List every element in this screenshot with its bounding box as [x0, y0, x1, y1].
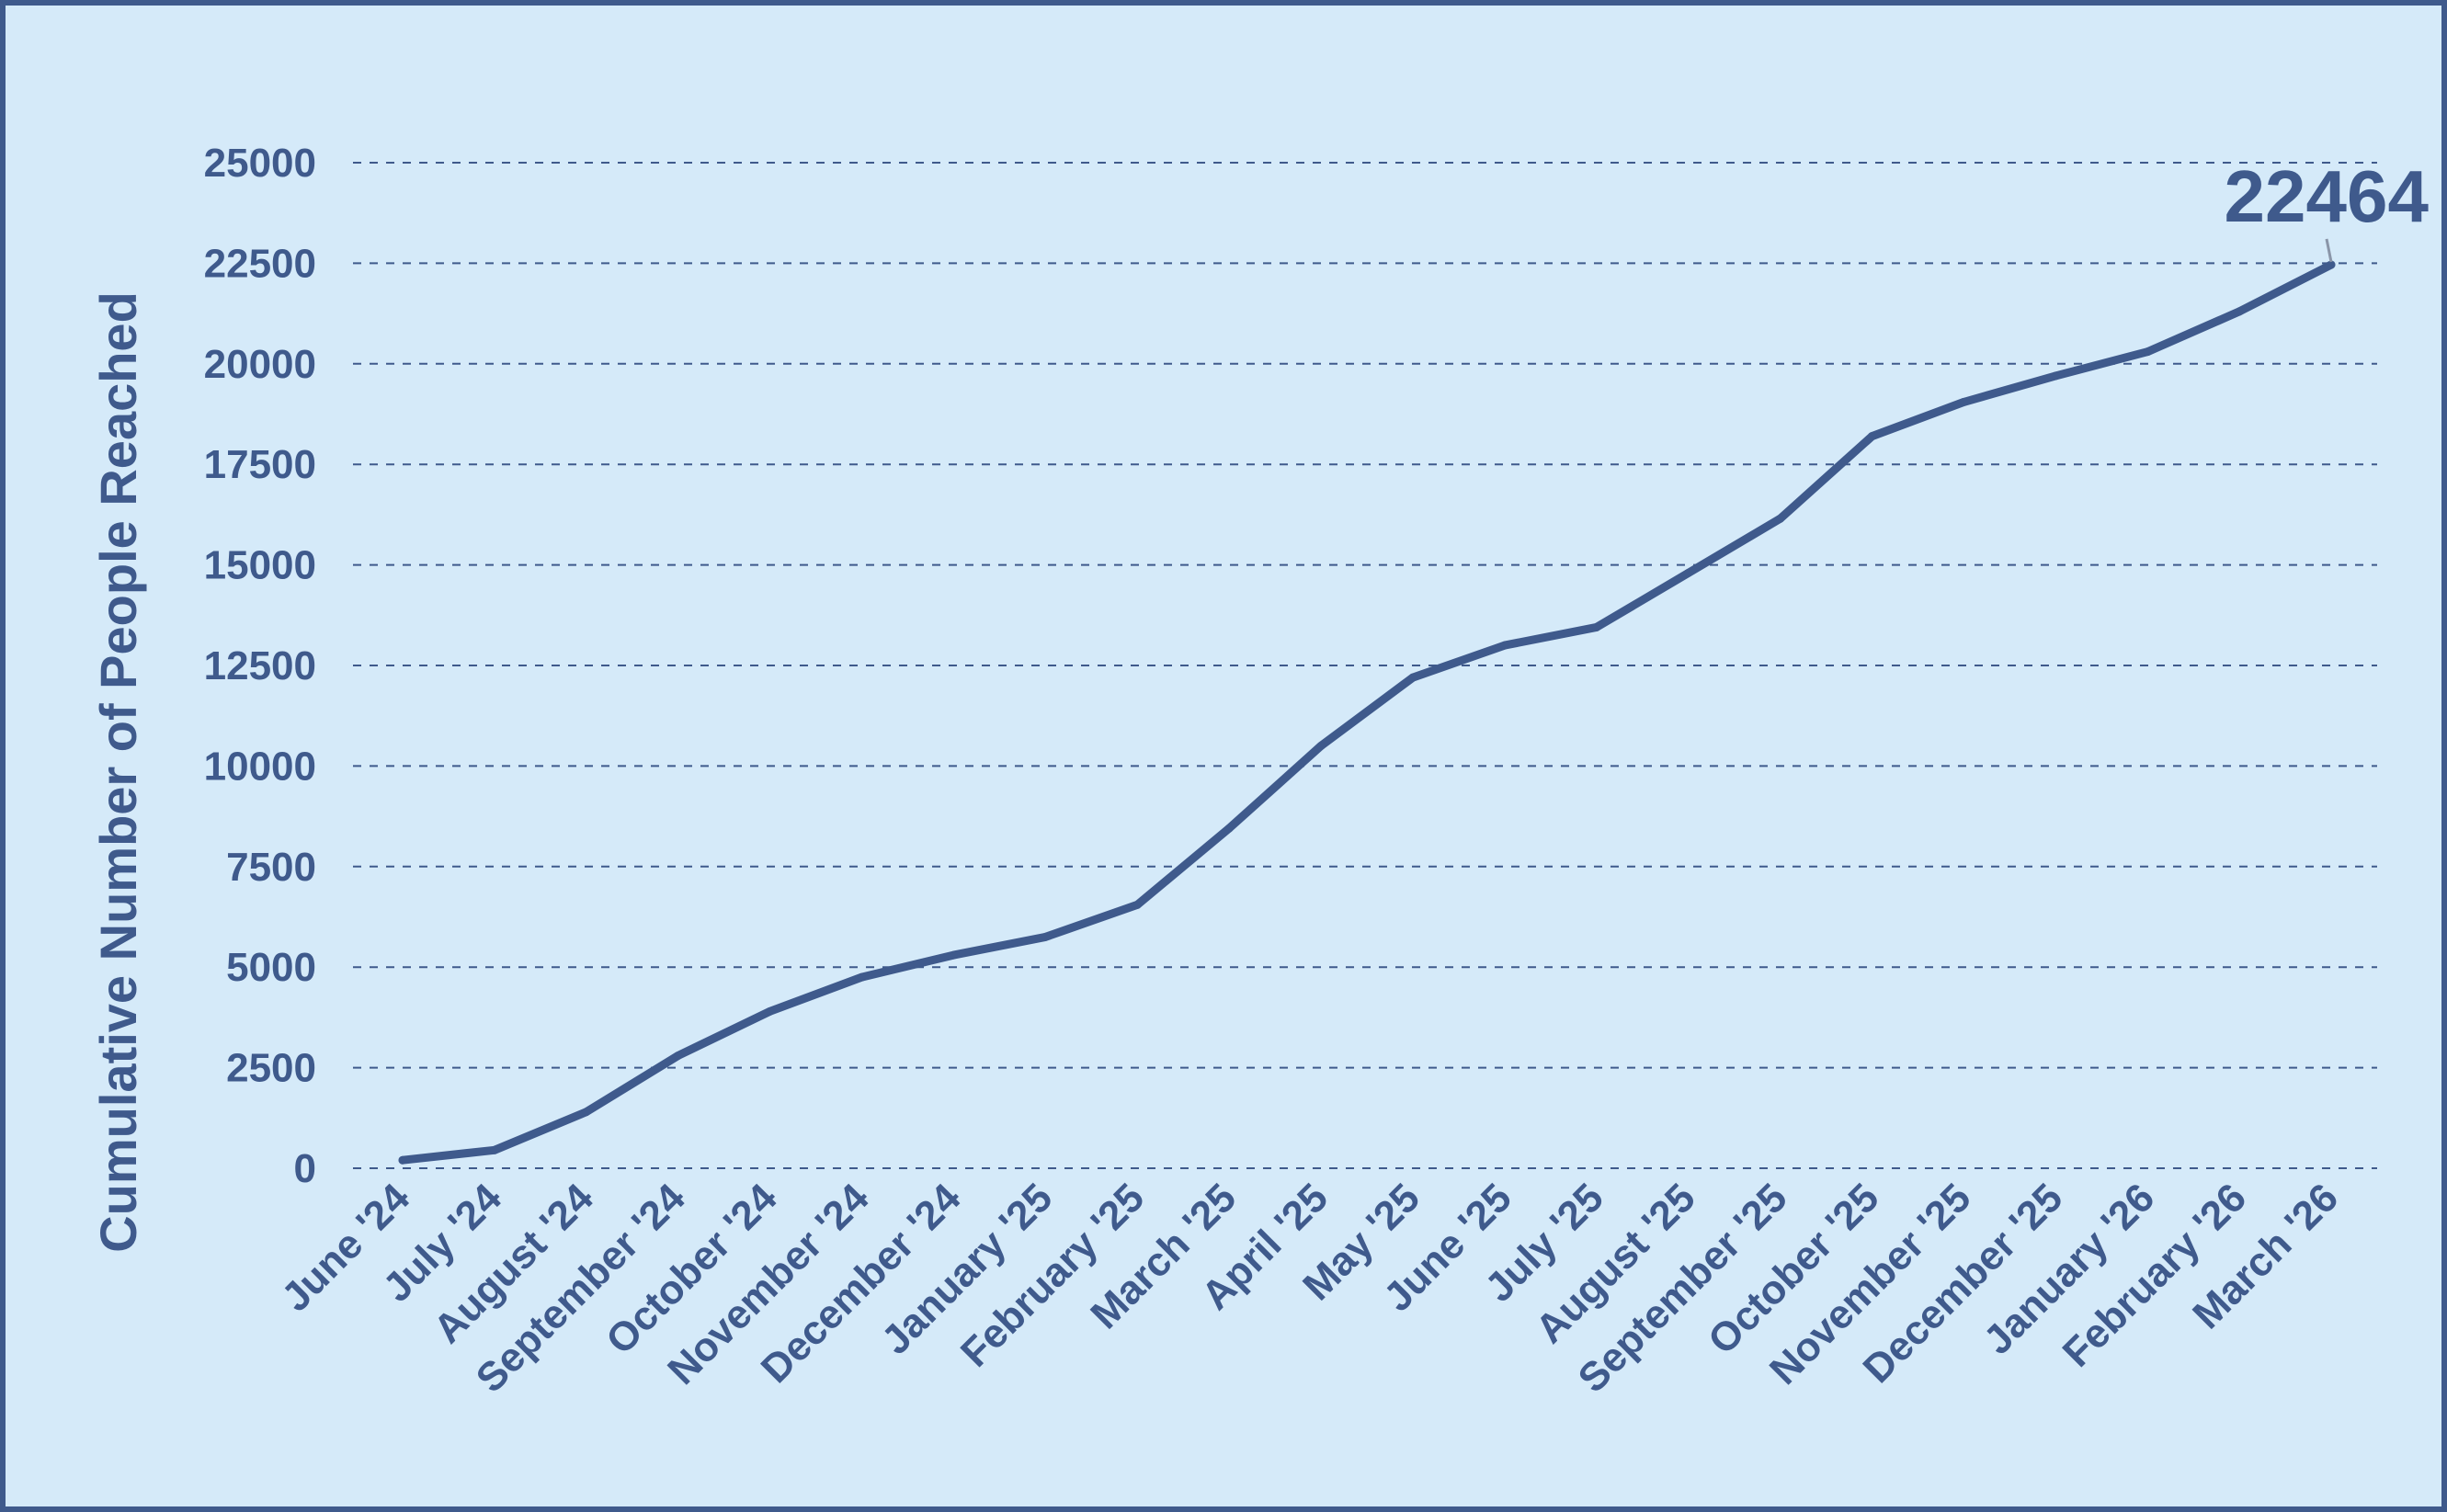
data-point: [398, 1155, 407, 1165]
y-axis-label: Cumulative Number of People Reached: [89, 291, 147, 1253]
y-axis-ticks: 0 2500 5000 7500 10000 12500 15000 17500 20000 22…: [204, 141, 316, 1191]
data-point: [949, 950, 958, 960]
data-point: [2143, 347, 2152, 357]
data-point: [1959, 397, 1968, 406]
y-tick-label: 5000: [226, 945, 316, 990]
data-point: [1408, 673, 1417, 682]
data-point: [490, 1145, 499, 1154]
data-point: [1041, 932, 1050, 941]
data-point: [766, 1006, 775, 1016]
line-chart: 0 2500 5000 7500 10000 12500 15000 17500 20000 22…: [89, 141, 2430, 1402]
annotation-label: 22464: [2225, 155, 2430, 237]
annotation-leader: [2325, 238, 2333, 263]
data-point: [1776, 514, 1785, 523]
data-point: [1867, 432, 1876, 441]
y-tick-label: 25000: [204, 141, 316, 186]
series-lines: [398, 260, 2336, 1165]
annotations: 22464: [2225, 155, 2430, 263]
data-point: [858, 972, 867, 982]
data-point: [2327, 260, 2336, 269]
y-tick-label: 2500: [226, 1046, 316, 1091]
y-tick-label: 20000: [204, 342, 316, 387]
series-line: [398, 260, 2336, 1165]
data-point: [1500, 641, 1509, 650]
y-tick-label: 0: [294, 1146, 316, 1191]
data-point: [1684, 568, 1693, 577]
data-point: [1316, 742, 1326, 751]
data-point: [674, 1051, 683, 1060]
y-tick-label: 10000: [204, 744, 316, 789]
y-tick-label: 12500: [204, 643, 316, 688]
gridlines: [353, 162, 2377, 1169]
data-point: [2051, 371, 2060, 381]
data-point: [1224, 824, 1234, 833]
data-point: [2235, 307, 2244, 316]
y-tick-label: 22500: [204, 241, 316, 286]
y-tick-label: 7500: [226, 845, 316, 890]
y-tick-label: 15000: [204, 543, 316, 588]
y-tick-label: 17500: [204, 442, 316, 487]
data-point: [1592, 622, 1601, 631]
data-point: [1132, 900, 1142, 909]
data-point: [582, 1108, 591, 1117]
